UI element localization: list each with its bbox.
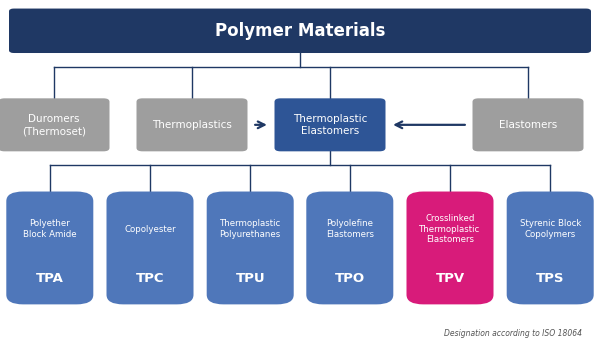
FancyBboxPatch shape <box>107 192 193 304</box>
FancyBboxPatch shape <box>9 9 591 53</box>
Text: Duromers
(Thermoset): Duromers (Thermoset) <box>22 114 86 136</box>
FancyBboxPatch shape <box>137 98 248 151</box>
Text: TPS: TPS <box>536 272 565 285</box>
Text: Polymer Materials: Polymer Materials <box>215 22 385 40</box>
FancyBboxPatch shape <box>473 98 583 151</box>
Text: Copolyester: Copolyester <box>124 225 176 234</box>
FancyBboxPatch shape <box>7 192 94 304</box>
FancyBboxPatch shape <box>507 192 594 304</box>
Text: Elastomers: Elastomers <box>499 120 557 130</box>
Text: Designation according to ISO 18064: Designation according to ISO 18064 <box>444 329 582 338</box>
Text: Crosslinked
Thermoplastic
Elastomers: Crosslinked Thermoplastic Elastomers <box>419 214 481 245</box>
FancyBboxPatch shape <box>306 192 394 304</box>
Text: TPC: TPC <box>136 272 164 285</box>
FancyBboxPatch shape <box>206 192 294 304</box>
Text: Polyether
Block Amide: Polyether Block Amide <box>23 219 77 239</box>
Text: Polyolefine
Elastomers: Polyolefine Elastomers <box>326 219 374 239</box>
Text: TPV: TPV <box>436 272 464 285</box>
Text: TPO: TPO <box>335 272 365 285</box>
FancyBboxPatch shape <box>0 98 110 151</box>
Text: TPA: TPA <box>36 272 64 285</box>
Text: Thermoplastic
Elastomers: Thermoplastic Elastomers <box>293 114 367 136</box>
FancyBboxPatch shape <box>275 98 386 151</box>
Text: Thermoplastics: Thermoplastics <box>152 120 232 130</box>
Text: Styrenic Block
Copolymers: Styrenic Block Copolymers <box>520 219 581 239</box>
FancyBboxPatch shape <box>407 192 493 304</box>
Text: TPU: TPU <box>235 272 265 285</box>
Text: Thermoplastic
Polyurethanes: Thermoplastic Polyurethanes <box>220 219 281 239</box>
